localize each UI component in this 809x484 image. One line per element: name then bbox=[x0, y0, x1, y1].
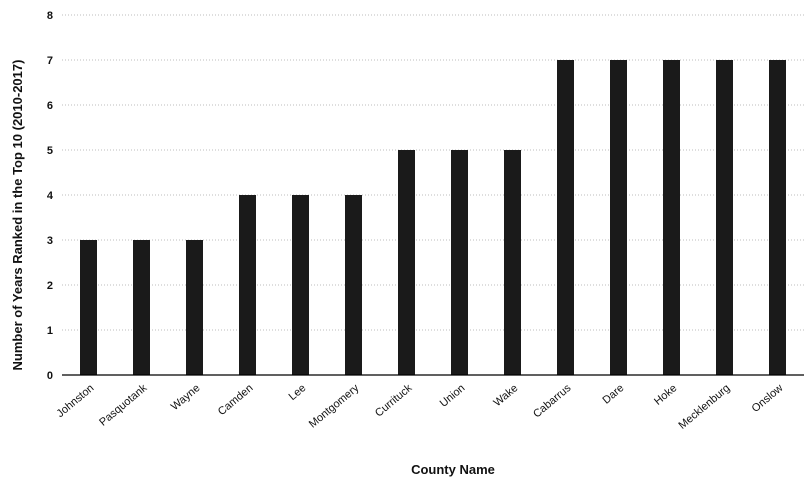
x-axis-title: County Name bbox=[411, 462, 495, 477]
bar-cabarrus bbox=[557, 60, 574, 375]
x-tick-label-wake: Wake bbox=[491, 382, 520, 409]
bar-pasquotank bbox=[133, 240, 150, 375]
y-axis-title: Number of Years Ranked in the Top 10 (20… bbox=[10, 60, 25, 371]
bar-currituck bbox=[398, 150, 415, 375]
bar-onslow bbox=[769, 60, 786, 375]
bar-mecklenburg bbox=[716, 60, 733, 375]
y-tick-label: 8 bbox=[47, 10, 53, 22]
x-tick-label-onslow: Onslow bbox=[750, 382, 786, 415]
x-tick-label-lee: Lee bbox=[287, 382, 309, 403]
bar-dare bbox=[610, 60, 627, 375]
x-tick-label-johnston: Johnston bbox=[55, 382, 97, 420]
gridlines bbox=[62, 14, 804, 331]
bar-wayne bbox=[186, 240, 203, 375]
y-tick-labels: 0 1 2 3 4 5 6 7 8 bbox=[47, 10, 54, 382]
x-tick-label-cabarrus: Cabarrus bbox=[531, 382, 574, 421]
x-tick-label-hoke: Hoke bbox=[652, 382, 679, 408]
y-tick-label: 3 bbox=[47, 235, 53, 247]
bar-camden bbox=[239, 195, 256, 375]
bar-hoke bbox=[663, 60, 680, 375]
y-tick-label: 7 bbox=[47, 55, 53, 67]
y-tick-label: 4 bbox=[47, 190, 54, 202]
y-tick-label: 0 bbox=[47, 370, 53, 382]
x-tick-label-currituck: Currituck bbox=[373, 382, 415, 420]
y-tick-label: 2 bbox=[47, 280, 53, 292]
bars bbox=[80, 60, 786, 375]
bar-johnston bbox=[80, 240, 97, 375]
x-tick-labels: Johnston Pasquotank Wayne Camden LeeMontgome… bbox=[55, 382, 786, 432]
x-tick-label-dare: Dare bbox=[600, 382, 626, 407]
x-tick-label-mecklenburg: Mecklenburg bbox=[676, 382, 732, 432]
bar-montgomery bbox=[345, 195, 362, 375]
x-tick-label-montgomery: Montgomery bbox=[307, 382, 362, 431]
bar-wake bbox=[504, 150, 521, 375]
y-tick-label: 6 bbox=[47, 100, 53, 112]
x-tick-label-camden: Camden bbox=[216, 382, 256, 418]
x-tick-label-pasquotank: Pasquotank bbox=[97, 382, 150, 429]
x-tick-label-wayne: Wayne bbox=[169, 382, 203, 413]
y-tick-label: 5 bbox=[47, 145, 53, 157]
bar-union bbox=[451, 150, 468, 375]
y-tick-label: 1 bbox=[47, 325, 53, 337]
x-tick-label-union: Union bbox=[438, 382, 468, 410]
bar-lee bbox=[292, 195, 309, 375]
